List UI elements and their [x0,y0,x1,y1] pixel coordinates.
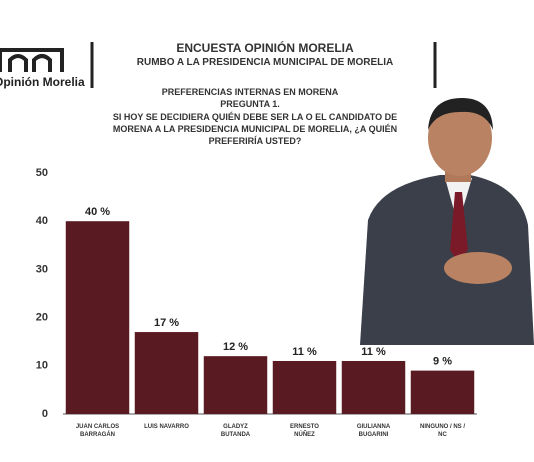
header-title: ENCUESTA OPINIÓN MORELIA [176,41,354,55]
y-tick-label: 0 [42,408,48,420]
x-tick-label: GLADYZ BUTANDA [220,424,251,438]
value-label: 17 % [154,317,179,329]
portrait [360,98,534,345]
x-tick-label: NINGUNO / NS / NC [419,424,465,438]
x-tick-label: JUAN CARLOS BARRAGÁN [75,424,120,438]
question-number: PREGUNTA 1. [220,99,280,109]
bar [272,360,337,414]
y-tick-label: 10 [36,360,48,372]
header-subtitle: RUMBO A LA PRESIDENCIA MUNICIPAL DE MORE… [136,57,394,68]
bar [410,370,475,414]
y-tick-label: 30 [36,263,48,275]
value-label: 40 % [85,206,110,218]
x-tick-label: GIULIANNA BUGARINI [356,424,391,438]
x-tick-label: LUIS NAVARRO [144,424,189,430]
x-tick-label: ERNESTO NÚÑEZ [290,424,319,438]
question-text: SI HOY SE DECIDIERA QUIÉN DEBE SER LA O … [112,112,398,146]
logo-mark [0,48,64,72]
value-label: 11 % [361,346,386,358]
logo-text: Opinión Morelia [0,75,85,89]
y-tick-label: 20 [36,312,48,324]
bar [203,356,268,414]
y-tick-label: 40 [36,215,48,227]
value-label: 9 % [433,356,452,368]
y-tick-label: 50 [36,167,48,179]
question-topic: PREFERENCIAS INTERNAS EN MORENA [161,87,339,97]
bar [65,221,130,414]
bar [134,332,199,414]
value-label: 11 % [292,346,317,358]
bar [341,360,406,414]
value-label: 12 % [223,341,248,353]
